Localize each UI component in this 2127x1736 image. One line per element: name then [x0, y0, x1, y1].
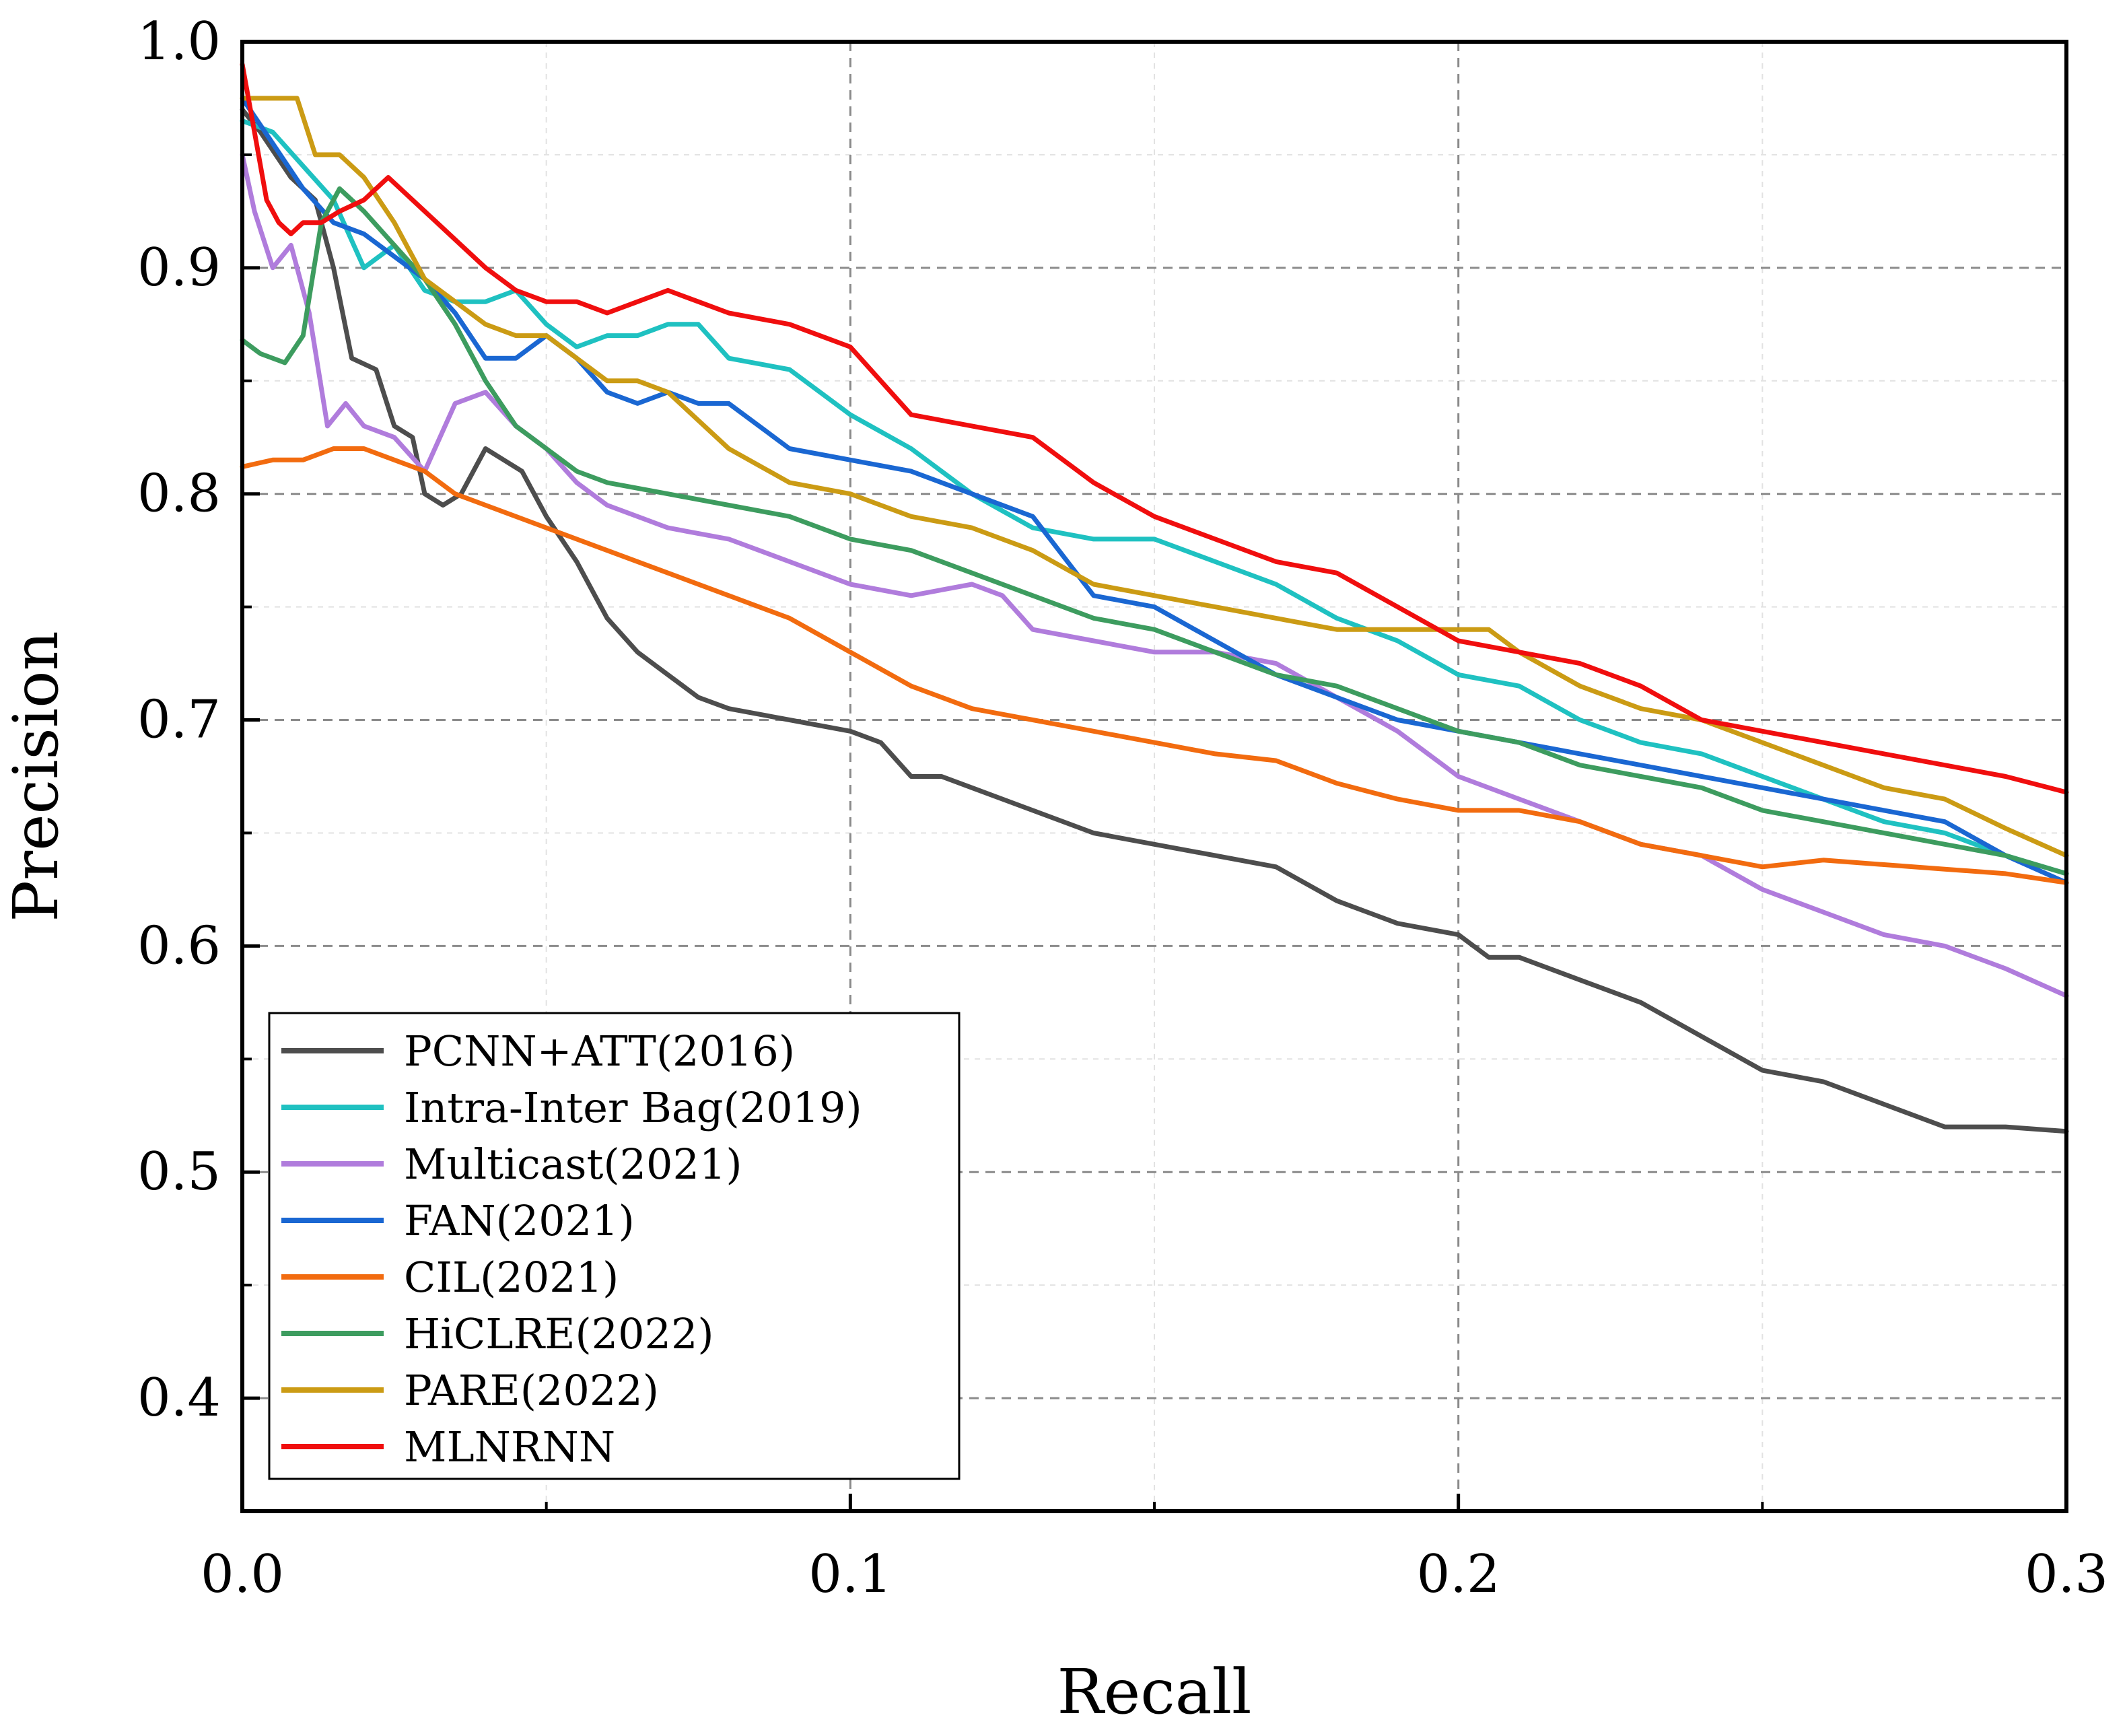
y-tick-label: 0.4 [137, 1368, 221, 1428]
y-tick-labels: 0.4 0.5 0.6 0.7 0.8 0.9 1.0 [137, 11, 221, 1428]
series-line-5 [240, 446, 2069, 885]
y-tick-label: 0.5 [137, 1142, 221, 1202]
x-tick-label: 0.1 [808, 1544, 892, 1605]
x-tick-label: 0.2 [1417, 1544, 1500, 1605]
legend-label-2: Intra-Inter Bag(2019) [404, 1083, 862, 1132]
legend-items: PCNN+ATT(2016) Intra-Inter Bag(2019) Multi… [281, 1027, 862, 1471]
y-tick-label: 0.8 [137, 464, 221, 524]
legend-label-5: CIL(2021) [404, 1253, 619, 1302]
x-tick-label: 0.0 [201, 1544, 284, 1605]
y-tick-label: 0.6 [137, 915, 221, 976]
legend-label-6: HiCLRE(2022) [404, 1309, 714, 1358]
series-line-7 [240, 96, 2069, 858]
legend-label-3: Multicast(2021) [404, 1140, 742, 1189]
x-axis-title: Recall [1057, 1656, 1252, 1728]
axis-ticks [240, 40, 2068, 1513]
x-tick-label: 0.3 [2025, 1544, 2108, 1605]
legend-label-7: PARE(2022) [404, 1366, 659, 1415]
legend-label-8: MLNRNN [404, 1422, 615, 1471]
series-layer [240, 62, 2069, 1134]
legend-label-4: FAN(2021) [404, 1196, 635, 1245]
x-tick-labels: 0.0 0.1 0.2 0.3 [201, 1544, 2108, 1605]
y-tick-label: 0.9 [137, 238, 221, 298]
series-line-8 [240, 62, 2069, 795]
legend-box [268, 1012, 961, 1480]
legend: PCNN+ATT(2016) Intra-Inter Bag(2019) Multi… [268, 1012, 961, 1480]
series-line-6 [240, 186, 2069, 876]
y-axis-title: Precision [0, 631, 72, 922]
y-tick-label: 1.0 [137, 11, 221, 72]
legend-label-1: PCNN+ATT(2016) [404, 1027, 795, 1076]
series-line-1 [240, 107, 2069, 1134]
y-tick-label: 0.7 [137, 690, 221, 751]
